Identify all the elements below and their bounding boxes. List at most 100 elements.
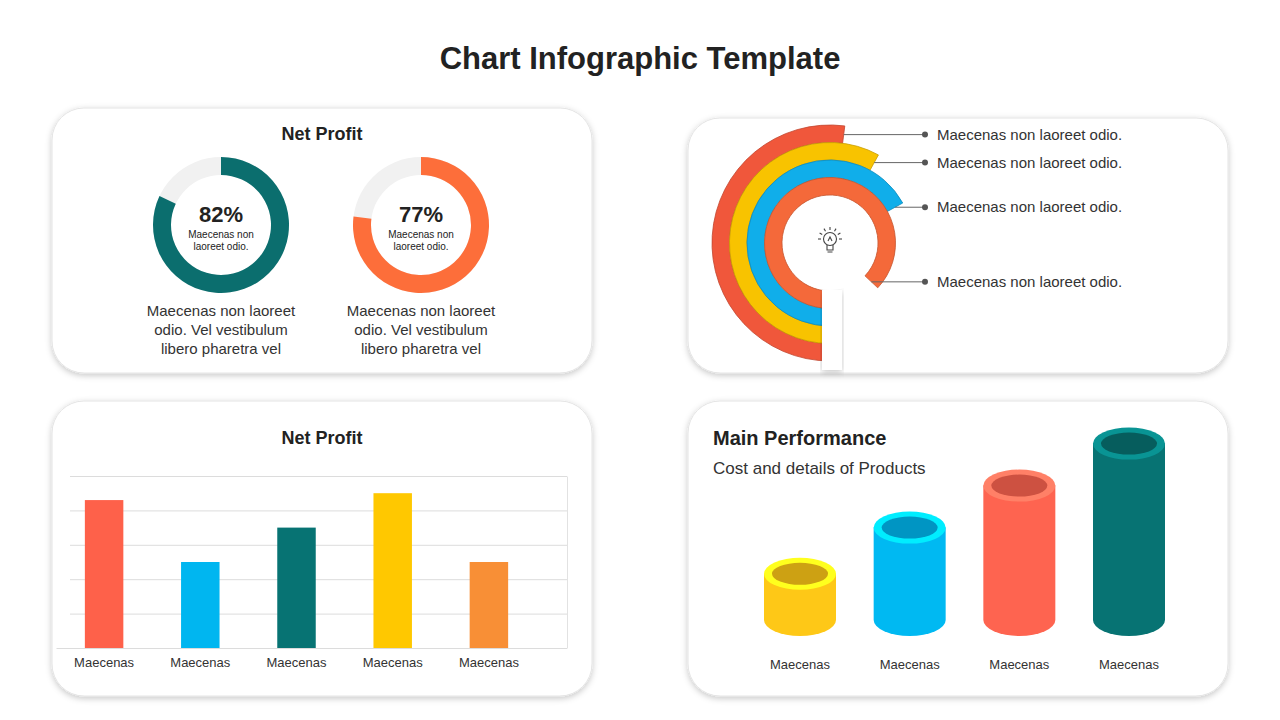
bulb-ray: [839, 238, 842, 239]
tick: [70, 545, 567, 546]
card: [688, 401, 1228, 696]
tick-label: Maecenas: [880, 657, 940, 672]
radial-marks: [712, 125, 903, 361]
tick: Maecenas: [363, 655, 423, 670]
tick: Maecenas: [170, 655, 230, 670]
text-line: libero pharetra vel: [161, 340, 281, 357]
connector-dot: [922, 160, 928, 166]
connector-dot: [922, 279, 928, 285]
cylinder: [874, 512, 946, 636]
text-line: Maecenas non laoreet: [347, 302, 496, 319]
bulb-ray: [818, 238, 821, 239]
connector: [895, 207, 925, 208]
radial-arc: [764, 178, 895, 309]
donut: [353, 157, 489, 293]
page: Chart Infographic TemplateNet Profit82%M…: [0, 0, 1280, 720]
text-line: odio. Vel vestibulum: [154, 321, 287, 338]
chart-root: Chart Infographic TemplateNet Profit82%M…: [0, 0, 1280, 720]
bar: [470, 562, 508, 648]
card: [52, 108, 592, 373]
connector: [874, 162, 925, 163]
grid-line: [70, 545, 567, 546]
tick-label: Maecenas: [1099, 657, 1159, 672]
chart-subtitle: Cost and details of Products: [713, 459, 926, 478]
cylinder-top: [983, 470, 1055, 502]
chart-title: Main Performance: [713, 427, 886, 449]
y-axis: [70, 477, 568, 649]
card: [688, 118, 1228, 373]
cylinders: [764, 428, 1165, 636]
text-line: laoreet odio.: [393, 241, 448, 252]
bulb-ray: [829, 227, 830, 230]
cylinder-body: [983, 486, 1055, 636]
donut-track: [153, 157, 289, 293]
chart-title: Net Profit: [282, 124, 363, 144]
category-label: Maecenas non laoreet odio.: [937, 154, 1122, 171]
bulb-icon: [818, 227, 842, 252]
x-axis: Maecenas Maecenas Maecenas Maecenas Maecenas: [57, 649, 538, 671]
donut-label: Maecenas nonlaoreet odio.: [388, 229, 454, 252]
bulb-base: [827, 245, 833, 252]
tick: Maecenas: [459, 655, 519, 670]
chart-donut: Net Profit82%Maecenas nonlaoreet odio.Ma…: [147, 124, 496, 357]
bar: [181, 562, 219, 648]
cylinder-body: [1093, 444, 1165, 636]
cylinder-inner: [1101, 433, 1157, 455]
tick: Maecenas: [74, 655, 134, 670]
donut-description: Maecenas non laoreet odio. Vel vestibulum…: [147, 302, 296, 357]
bulb: [824, 233, 837, 246]
bulb-ray: [835, 229, 837, 232]
text-line: odio. Vel vestibulum: [354, 321, 487, 338]
category-label: Maecenas non laoreet odio.: [937, 126, 1122, 143]
bar: [373, 493, 411, 648]
grid-line: [70, 510, 567, 511]
bar: [85, 500, 123, 648]
tick-label: Maecenas: [770, 657, 830, 672]
chart-cylinder: Main Performance Cost and details of Prod…: [713, 427, 1165, 672]
chart-bar: Net ProfitMaecenasMaecenasMaecenasMaecen…: [57, 428, 568, 670]
text-line: Maecenas non: [188, 229, 254, 240]
donut-description: Maecenas non laoreet odio. Vel vestibulum…: [347, 302, 496, 357]
donut-arc: [353, 157, 489, 293]
bar: [277, 528, 315, 648]
cylinder-top: [764, 558, 836, 590]
donut-arc: [153, 157, 289, 293]
bars: [85, 493, 508, 648]
bulb-ray: [824, 229, 826, 232]
cylinder-body: [874, 528, 946, 636]
card: [52, 401, 592, 696]
donut-track: [353, 157, 489, 293]
center-hole: [783, 196, 877, 290]
bulb-ray: [820, 233, 823, 235]
tick-label: Maecenas: [74, 655, 134, 670]
radial-labels: Maecenas non laoreet odio. Maecenas non l…: [844, 126, 1122, 290]
cylinder-inner: [882, 517, 938, 539]
chart-title: Net Profit: [282, 428, 363, 448]
tick-label: Maecenas: [267, 655, 327, 670]
text-line: laoreet odio.: [193, 241, 248, 252]
connector: [871, 281, 925, 282]
data-label: 82%: [199, 202, 243, 227]
category-label: Maecenas non laoreet odio.: [937, 273, 1122, 290]
bulb-ray: [838, 233, 841, 235]
text-line: libero pharetra vel: [361, 340, 481, 357]
tick-label: Maecenas: [989, 657, 1049, 672]
donut-label: Maecenas nonlaoreet odio.: [188, 229, 254, 252]
text-line: Maecenas non: [388, 229, 454, 240]
chart-radial_bar: Maecenas non laoreet odio. Maecenas non l…: [712, 125, 1122, 370]
tick: [70, 476, 567, 477]
connector-dot: [922, 204, 928, 210]
tick-label: Maecenas: [363, 655, 423, 670]
tick-label: Maecenas: [459, 655, 519, 670]
category-label: Maecenas non laoreet odio.: [937, 198, 1122, 215]
cylinder: [764, 558, 836, 636]
cylinder-top: [1093, 428, 1165, 460]
tick: Maecenas: [267, 655, 327, 670]
donut: [153, 157, 289, 293]
connector: [844, 134, 925, 135]
infographic: Chart Infographic TemplateNet Profit82%M…: [0, 0, 1280, 720]
cylinder: [1093, 428, 1165, 636]
text-line: Maecenas non laoreet: [147, 302, 296, 319]
stem: [822, 290, 842, 370]
connector-dot: [922, 132, 928, 138]
